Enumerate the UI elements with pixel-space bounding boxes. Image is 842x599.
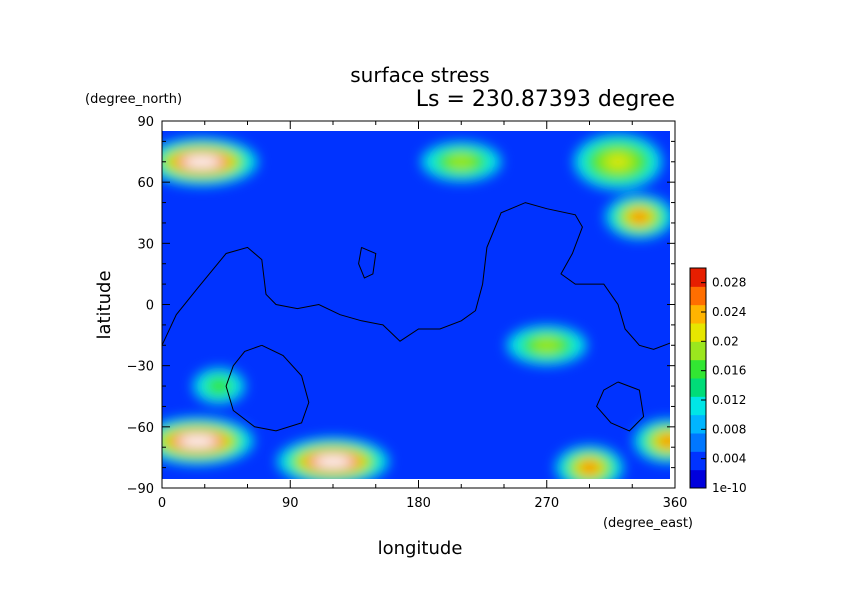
contour-line-2 <box>358 246 377 279</box>
heatmap-field <box>162 131 670 479</box>
colorbar-band <box>690 414 706 434</box>
contour-line-3 <box>596 381 645 432</box>
colorbar-band <box>690 268 706 287</box>
y-tick-label: 30 <box>137 237 154 252</box>
colorbar-tick-label: 0.024 <box>712 305 746 319</box>
stress-region-6 <box>555 445 624 479</box>
colorbar-band <box>690 359 706 379</box>
colorbar-tick-label: 0.02 <box>712 334 739 348</box>
colorbar-tick-label: 0.008 <box>712 422 746 436</box>
colorbar-frame <box>689 267 707 489</box>
y-tick-label: −60 <box>127 421 154 436</box>
x-unit-label: (degree_east) <box>603 516 693 531</box>
y-tick-label: −90 <box>127 482 154 497</box>
x-tick-label: 360 <box>663 496 688 511</box>
colorbar-band <box>690 304 706 324</box>
chart-title: surface stress <box>350 63 489 87</box>
stress-region-5 <box>277 437 389 479</box>
chart-subtitle: Ls = 230.87393 degree <box>416 87 675 112</box>
colorbar-band <box>690 341 706 361</box>
colorbar-tick-label: 0.004 <box>712 452 746 466</box>
colorbar-tick-label: 0.016 <box>712 364 746 378</box>
coastline-contours <box>162 202 670 432</box>
stress-regions <box>162 133 670 479</box>
contour-line-1 <box>225 344 310 432</box>
colorbar-band <box>690 469 706 489</box>
colorbar-band <box>690 433 706 452</box>
colorbar: 0.028 0.024 0.02 0.016 0.012 0.008 0.004 1e-10 <box>689 267 747 495</box>
y-tick-label: 0 <box>146 299 154 314</box>
colorbar-tick-label: 0.028 <box>712 276 746 290</box>
colorbar-band <box>690 396 706 416</box>
x-axis-label: longitude <box>378 538 463 559</box>
x-axis-ticks: 0 90 180 270 360 <box>158 121 688 511</box>
x-tick-label: 180 <box>406 496 431 511</box>
y-tick-label: 60 <box>137 176 154 191</box>
x-tick-label: 0 <box>158 496 166 511</box>
stress-region-1 <box>421 141 502 182</box>
y-axis-ticks: 90 60 30 0 −30 −60 −90 <box>127 115 675 497</box>
x-tick-label: 90 <box>282 496 299 511</box>
y-tick-label: 90 <box>137 115 154 130</box>
stress-region-4 <box>162 417 254 466</box>
colorbar-tick-label: 1e-10 <box>712 481 747 495</box>
contour-line-0 <box>162 202 670 350</box>
colorbar-band <box>690 451 706 471</box>
stress-region-3 <box>574 133 662 190</box>
stress-region-0 <box>162 137 258 186</box>
x-tick-label: 270 <box>534 496 559 511</box>
stress-region-9 <box>193 368 245 405</box>
stress-region-2 <box>605 194 670 239</box>
colorbar-tick-label: 0.012 <box>712 393 746 407</box>
stress-region-7 <box>633 419 670 464</box>
colorbar-band <box>690 323 706 342</box>
y-unit-label: (degree_north) <box>85 92 182 107</box>
y-tick-label: −30 <box>127 360 154 375</box>
y-axis-label: latitude <box>94 270 115 339</box>
stress-region-8 <box>506 325 587 366</box>
colorbar-band <box>690 286 706 306</box>
colorbar-band <box>690 378 706 397</box>
